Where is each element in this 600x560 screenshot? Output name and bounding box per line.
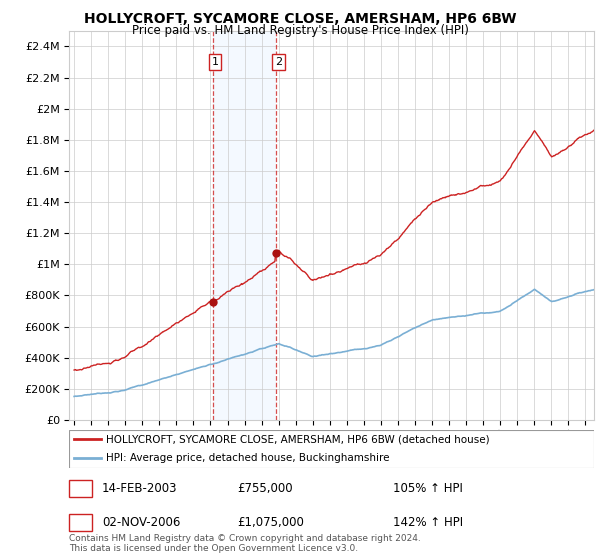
Text: Price paid vs. HM Land Registry's House Price Index (HPI): Price paid vs. HM Land Registry's House … xyxy=(131,24,469,36)
Text: £755,000: £755,000 xyxy=(237,482,293,496)
FancyBboxPatch shape xyxy=(69,430,594,468)
Text: 02-NOV-2006: 02-NOV-2006 xyxy=(102,516,181,529)
Text: HPI: Average price, detached house, Buckinghamshire: HPI: Average price, detached house, Buck… xyxy=(106,453,389,463)
Text: £1,075,000: £1,075,000 xyxy=(237,516,304,529)
Text: HOLLYCROFT, SYCAMORE CLOSE, AMERSHAM, HP6 6BW: HOLLYCROFT, SYCAMORE CLOSE, AMERSHAM, HP… xyxy=(84,12,516,26)
Text: Contains HM Land Registry data © Crown copyright and database right 2024.
This d: Contains HM Land Registry data © Crown c… xyxy=(69,534,421,553)
Text: 105% ↑ HPI: 105% ↑ HPI xyxy=(393,482,463,496)
Text: 2: 2 xyxy=(76,516,85,529)
Text: HOLLYCROFT, SYCAMORE CLOSE, AMERSHAM, HP6 6BW (detached house): HOLLYCROFT, SYCAMORE CLOSE, AMERSHAM, HP… xyxy=(106,434,490,444)
Bar xyxy=(212,31,276,420)
Text: 142% ↑ HPI: 142% ↑ HPI xyxy=(393,516,463,529)
Text: 2: 2 xyxy=(275,57,282,67)
Text: 1: 1 xyxy=(212,57,218,67)
Text: 14-FEB-2003: 14-FEB-2003 xyxy=(102,482,178,496)
Text: 1: 1 xyxy=(76,482,85,496)
